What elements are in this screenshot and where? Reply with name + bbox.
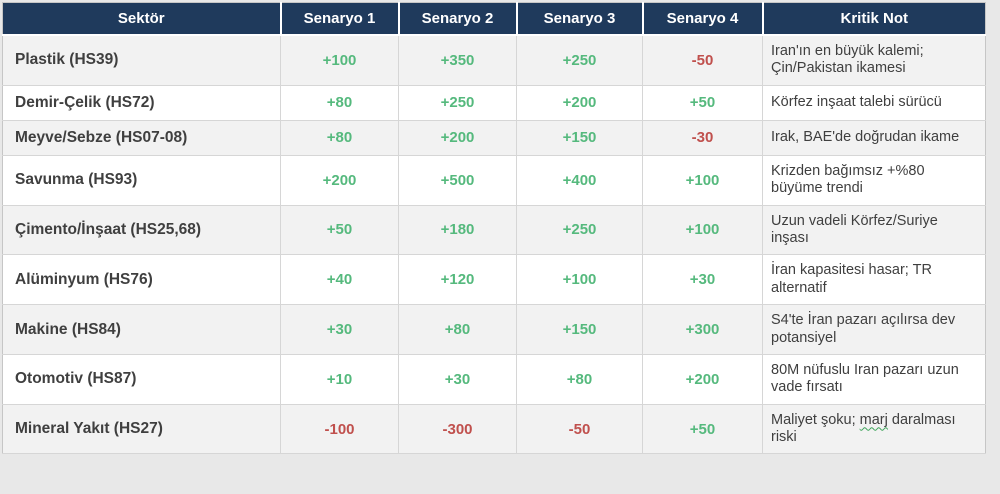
scenario-value-cell: +80 bbox=[516, 354, 643, 405]
spellcheck-squiggle-word: marj bbox=[859, 411, 888, 428]
sector-cell: Plastik (HS39) bbox=[2, 35, 281, 86]
table-row: Mineral Yakıt (HS27) -100 -300 -50 +50 Maliye… bbox=[2, 404, 986, 455]
table-row: Makine (HS84) +30 +80 +150 +300 S4'te İran pa… bbox=[2, 304, 986, 355]
scenario-value-cell: +100 bbox=[642, 155, 763, 206]
note-cell: Iran'ın en büyük kalemi; Çin/Pakistan ik… bbox=[762, 35, 986, 86]
note-cell: Maliyet şoku; marj daralması riski bbox=[762, 404, 986, 455]
scenario-value-cell: +100 bbox=[642, 205, 763, 256]
scenario-value-cell: +40 bbox=[280, 254, 399, 306]
scenario-value-cell: -50 bbox=[516, 404, 643, 455]
table-row: Meyve/Sebze (HS07-08) +80 +200 +150 -30 Irak,… bbox=[2, 120, 986, 156]
note-cell: Krizden bağımsız +%80 büyüme trendi bbox=[762, 155, 986, 206]
scenario-value-cell: +350 bbox=[398, 35, 517, 86]
column-header-6: Kritik Not bbox=[762, 2, 986, 36]
scenario-value-cell: +80 bbox=[398, 304, 517, 355]
scenario-value-cell: +80 bbox=[280, 120, 399, 156]
table-row: Savunma (HS93) +200 +500 +400 +100 Krizden ba… bbox=[2, 155, 986, 206]
scenario-value-cell: +200 bbox=[398, 120, 517, 156]
scenario-value-cell: +150 bbox=[516, 120, 643, 156]
sector-cell: Otomotiv (HS87) bbox=[2, 354, 281, 405]
scenario-value-cell: +30 bbox=[642, 254, 763, 306]
note-cell: Uzun vadeli Körfez/Suriye inşası bbox=[762, 205, 986, 256]
sector-cell: Mineral Yakıt (HS27) bbox=[2, 404, 281, 455]
scenario-value-cell: +100 bbox=[280, 35, 399, 86]
note-cell: S4'te İran pazarı açılırsa dev potansiye… bbox=[762, 304, 986, 355]
scenario-value-cell: +50 bbox=[280, 205, 399, 256]
note-cell: Irak, BAE'de doğrudan ikame bbox=[762, 120, 986, 156]
scenario-value-cell: +250 bbox=[516, 35, 643, 86]
scenario-table-container: Sektör Senaryo 1 Senaryo 2 Senaryo 3 Senaryo… bbox=[2, 2, 986, 455]
note-cell: İran kapasitesi hasar; TR alternatif bbox=[762, 254, 986, 306]
scenario-value-cell: +50 bbox=[642, 404, 763, 455]
scenario-value-cell: +250 bbox=[516, 205, 643, 256]
sector-scenario-table: Sektör Senaryo 1 Senaryo 2 Senaryo 3 Senaryo… bbox=[2, 2, 986, 455]
scenario-value-cell: -300 bbox=[398, 404, 517, 455]
scenario-value-cell: +30 bbox=[280, 304, 399, 355]
table-row: Alüminyum (HS76) +40 +120 +100 +30 İran kapas… bbox=[2, 254, 986, 306]
scenario-value-cell: +500 bbox=[398, 155, 517, 206]
scenario-value-cell: +80 bbox=[280, 85, 399, 121]
scenario-value-cell: -100 bbox=[280, 404, 399, 455]
scenario-value-cell: +120 bbox=[398, 254, 517, 306]
scenario-value-cell: +400 bbox=[516, 155, 643, 206]
column-header-3: Senaryo 2 bbox=[398, 2, 518, 36]
scenario-value-cell: -50 bbox=[642, 35, 763, 86]
header-row: Sektör Senaryo 1 Senaryo 2 Senaryo 3 Senaryo… bbox=[2, 2, 986, 36]
scenario-value-cell: +30 bbox=[398, 354, 517, 405]
scenario-value-cell: +10 bbox=[280, 354, 399, 405]
note-cell: 80M nüfuslu Iran pazarı uzun vade fırsat… bbox=[762, 354, 986, 405]
scenario-value-cell: +150 bbox=[516, 304, 643, 355]
scenario-value-cell: +200 bbox=[642, 354, 763, 405]
table-body: Plastik (HS39) +100 +350 +250 -50 Iran'ın en … bbox=[2, 35, 986, 455]
scenario-value-cell: +300 bbox=[642, 304, 763, 355]
table-row: Plastik (HS39) +100 +350 +250 -50 Iran'ın en … bbox=[2, 35, 986, 86]
note-cell: Körfez inşaat talebi sürücü bbox=[762, 85, 986, 121]
column-header-1: Sektör bbox=[2, 2, 282, 36]
scenario-value-cell: -30 bbox=[642, 120, 763, 156]
sector-cell: Alüminyum (HS76) bbox=[2, 254, 281, 306]
column-header-5: Senaryo 4 bbox=[642, 2, 764, 36]
column-header-4: Senaryo 3 bbox=[516, 2, 644, 36]
scenario-value-cell: +100 bbox=[516, 254, 643, 306]
table-row: Otomotiv (HS87) +10 +30 +80 +200 80M nüfuslu … bbox=[2, 354, 986, 405]
table-row: Demir-Çelik (HS72) +80 +250 +200 +50 Körfez i… bbox=[2, 85, 986, 121]
sector-cell: Demir-Çelik (HS72) bbox=[2, 85, 281, 121]
column-header-2: Senaryo 1 bbox=[280, 2, 400, 36]
scenario-value-cell: +50 bbox=[642, 85, 763, 121]
sector-cell: Savunma (HS93) bbox=[2, 155, 281, 206]
table-row: Çimento/İnşaat (HS25,68) +50 +180 +250 +100 U… bbox=[2, 205, 986, 256]
sector-cell: Makine (HS84) bbox=[2, 304, 281, 355]
scenario-value-cell: +180 bbox=[398, 205, 517, 256]
scenario-value-cell: +200 bbox=[516, 85, 643, 121]
sector-cell: Meyve/Sebze (HS07-08) bbox=[2, 120, 281, 156]
scenario-value-cell: +200 bbox=[280, 155, 399, 206]
scenario-value-cell: +250 bbox=[398, 85, 517, 121]
sector-cell: Çimento/İnşaat (HS25,68) bbox=[2, 205, 281, 256]
